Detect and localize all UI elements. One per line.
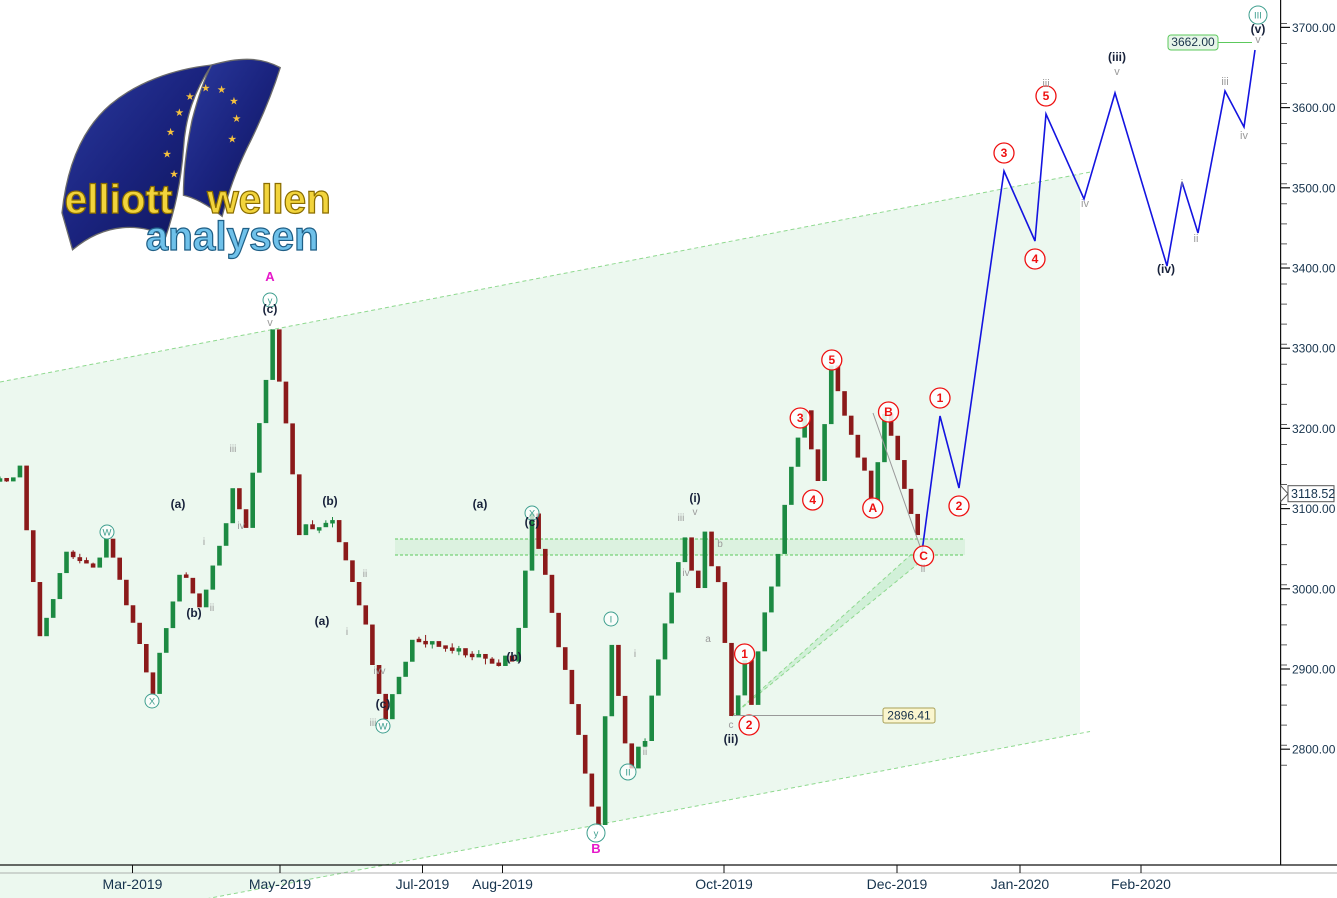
- svg-text:(b): (b): [322, 494, 337, 508]
- svg-text:4: 4: [809, 493, 816, 507]
- svg-text:Jan-2020: Jan-2020: [991, 876, 1050, 892]
- svg-text:(a): (a): [315, 614, 330, 628]
- svg-text:3200.00: 3200.00: [1292, 422, 1336, 436]
- svg-text:3: 3: [797, 411, 804, 425]
- svg-text:(c): (c): [525, 515, 540, 529]
- svg-text:ii: ii: [921, 564, 925, 575]
- svg-text:Oct-2019: Oct-2019: [695, 876, 753, 892]
- svg-text:(ii): (ii): [724, 732, 739, 746]
- svg-text:iii: iii: [230, 444, 237, 455]
- svg-text:C: C: [919, 549, 928, 563]
- svg-text:(iv): (iv): [1157, 262, 1175, 276]
- svg-text:(iii): (iii): [1108, 50, 1126, 64]
- svg-text:4: 4: [1032, 252, 1039, 266]
- svg-text:(i): (i): [689, 491, 700, 505]
- svg-text:ii: ii: [1194, 233, 1199, 245]
- svg-text:★: ★: [232, 113, 242, 125]
- svg-text:ii: ii: [643, 747, 647, 758]
- svg-text:(b): (b): [186, 606, 201, 620]
- svg-text:Dec-2019: Dec-2019: [867, 876, 928, 892]
- svg-text:v: v: [381, 666, 386, 677]
- svg-text:(c): (c): [263, 302, 278, 316]
- svg-text:★: ★: [201, 82, 211, 94]
- svg-text:III: III: [1254, 10, 1262, 21]
- svg-text:3118.52: 3118.52: [1291, 487, 1335, 501]
- svg-text:iii: iii: [370, 718, 377, 729]
- svg-text:★: ★: [185, 91, 195, 103]
- svg-text:2800.00: 2800.00: [1292, 743, 1336, 757]
- svg-text:5: 5: [828, 353, 835, 367]
- svg-text:iii: iii: [1042, 78, 1049, 90]
- svg-text:A: A: [868, 501, 877, 515]
- svg-text:May-2019: May-2019: [249, 876, 311, 892]
- svg-text:2900.00: 2900.00: [1292, 663, 1336, 677]
- svg-text:v: v: [1114, 66, 1120, 78]
- svg-text:iv: iv: [1081, 198, 1089, 210]
- svg-text:y: y: [594, 828, 599, 839]
- svg-text:iv: iv: [682, 568, 689, 579]
- svg-text:3662.00: 3662.00: [1171, 35, 1215, 49]
- svg-text:Aug-2019: Aug-2019: [472, 876, 533, 892]
- svg-text:★: ★: [166, 126, 176, 138]
- svg-text:★: ★: [162, 148, 172, 160]
- svg-text:B: B: [884, 405, 893, 419]
- svg-text:3300.00: 3300.00: [1292, 342, 1336, 356]
- svg-text:W: W: [103, 527, 112, 538]
- svg-text:X: X: [149, 696, 156, 707]
- svg-text:3600.00: 3600.00: [1292, 101, 1336, 115]
- svg-text:3000.00: 3000.00: [1292, 582, 1336, 596]
- svg-text:Feb-2020: Feb-2020: [1111, 876, 1171, 892]
- svg-text:ii: ii: [210, 603, 214, 614]
- svg-text:i: i: [634, 649, 636, 660]
- svg-text:iv: iv: [1240, 130, 1248, 142]
- svg-text:3700.00: 3700.00: [1292, 21, 1336, 35]
- svg-text:I: I: [610, 614, 613, 625]
- svg-text:(c): (c): [376, 697, 391, 711]
- svg-text:a: a: [705, 634, 711, 645]
- svg-text:ii: ii: [363, 569, 367, 580]
- svg-text:3100.00: 3100.00: [1292, 502, 1336, 516]
- svg-text:(b): (b): [506, 650, 521, 664]
- svg-text:analysen: analysen: [146, 213, 319, 259]
- svg-text:iv: iv: [237, 521, 244, 532]
- svg-text:iii: iii: [1221, 76, 1228, 88]
- svg-text:★: ★: [217, 84, 227, 96]
- svg-text:★: ★: [227, 133, 237, 145]
- svg-text:i: i: [1181, 178, 1183, 190]
- svg-text:5: 5: [1043, 89, 1050, 103]
- svg-text:Mar-2019: Mar-2019: [103, 876, 163, 892]
- svg-text:iii: iii: [678, 513, 685, 524]
- svg-text:v: v: [693, 507, 698, 518]
- svg-text:1: 1: [937, 391, 944, 405]
- svg-text:★: ★: [175, 107, 185, 119]
- svg-text:II: II: [625, 767, 630, 778]
- svg-text:i: i: [203, 537, 205, 548]
- svg-text:★: ★: [229, 96, 239, 108]
- svg-text:c: c: [729, 720, 734, 731]
- svg-text:B: B: [591, 841, 600, 856]
- svg-text:3400.00: 3400.00: [1292, 262, 1336, 276]
- svg-text:i: i: [346, 627, 348, 638]
- svg-text:v: v: [267, 317, 273, 329]
- svg-text:(a): (a): [473, 497, 488, 511]
- svg-text:Jul-2019: Jul-2019: [396, 876, 450, 892]
- svg-text:2: 2: [956, 499, 963, 513]
- svg-text:(a): (a): [171, 497, 186, 511]
- svg-text:2896.41: 2896.41: [887, 709, 931, 723]
- svg-text:b: b: [717, 539, 723, 550]
- svg-text:1: 1: [741, 647, 748, 661]
- svg-text:3500.00: 3500.00: [1292, 181, 1336, 195]
- svg-text:2: 2: [746, 718, 753, 732]
- svg-text:A: A: [265, 269, 275, 284]
- svg-text:W: W: [379, 721, 388, 732]
- svg-text:3: 3: [1001, 146, 1008, 160]
